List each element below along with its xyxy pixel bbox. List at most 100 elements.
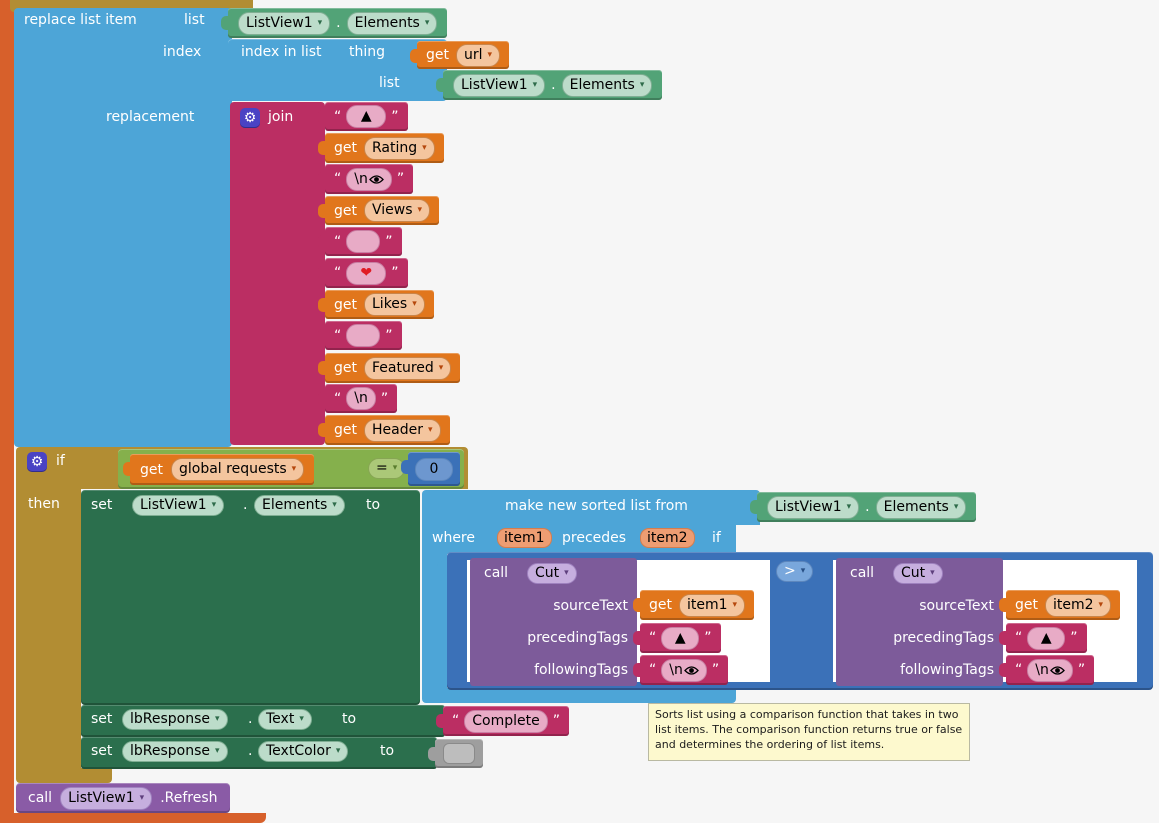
var-dropdown[interactable]: item2 ▾ [1045,593,1112,617]
text-block-triangle-left[interactable]: “ ▲ ” [633,623,721,653]
color-block-gray[interactable] [428,739,483,768]
chevron-down-icon: ▾ [211,500,217,510]
join-block[interactable] [230,102,325,445]
number-zero-block[interactable]: 0 [401,452,460,486]
wrapper-block-left-edge[interactable] [0,0,14,823]
component-dropdown[interactable]: ListView1 ▾ [453,73,546,97]
text-field[interactable]: Complete [464,709,548,733]
property-name: Elements [883,498,949,515]
text-field[interactable]: ▲ [1027,626,1066,650]
property-dropdown[interactable]: Elements ▾ [254,495,345,516]
set-listview-elements-block[interactable] [81,490,420,705]
text-field[interactable]: \n [346,387,376,410]
text-block-heart[interactable]: “ ❤ ” [318,258,408,288]
procedure-dropdown[interactable]: Cut ▾ [527,563,577,584]
component-get-listview-elements-3[interactable]: ListView1 ▾ . Elements ▾ [749,492,977,522]
quote-open: “ [334,108,342,125]
property-name: Text [266,711,295,727]
var-dropdown[interactable]: Header ▾ [364,418,441,442]
property-name: Elements [569,76,635,93]
replace-list-item-block[interactable] [14,8,232,447]
if-mutator-gear-icon[interactable]: ⚙ [27,452,47,472]
text-field[interactable] [346,324,381,347]
quote-open: “ [334,390,342,407]
component-dropdown[interactable]: ListView1 ▾ [132,495,225,516]
text-block-newline-eye-left[interactable]: “ \n ” [632,655,729,685]
text-block-blank-1[interactable]: “ ” [318,227,402,256]
text-block-triangle-right[interactable]: “ ▲ ” [999,623,1087,653]
mutator-gear-icon[interactable]: ⚙ [240,108,260,128]
to-label: to [366,497,381,513]
var-dropdown[interactable]: Likes ▾ [364,293,425,316]
text-block-newline-eye[interactable]: “ \n ” [317,164,414,194]
get-featured-block[interactable]: get Featured ▾ [317,353,461,383]
param-name: item1 [504,529,545,546]
get-global-requests-block[interactable]: get global requests ▾ [122,454,315,485]
text-block-blank-2[interactable]: “ ” [318,321,402,350]
text-field[interactable]: ▲ [661,626,700,650]
var-dropdown[interactable]: Views ▾ [364,199,431,222]
operator-dropdown[interactable]: = ▾ [368,458,406,479]
component-dropdown[interactable]: ListView1 ▾ [60,786,153,810]
index-in-list-block[interactable] [228,39,447,101]
component-get-listview-elements-2[interactable]: ListView1 ▾ . Elements ▾ [435,70,663,100]
text-block-newline[interactable]: “ \n ” [317,384,398,413]
number-field[interactable]: 0 [415,457,453,481]
number-value: 0 [429,460,439,477]
to-label: to [380,743,395,759]
text-field[interactable]: ▲ [346,105,387,128]
get-likes-block[interactable]: get Likes ▾ [318,290,434,319]
call-label: call [28,790,53,806]
comparison-operator-dropdown[interactable]: > ▾ [776,561,814,582]
var-dropdown[interactable]: global requests ▾ [171,458,305,481]
get-views-block[interactable]: get Views ▾ [317,196,440,225]
text-block-triangle[interactable]: “ ▲ ” [318,102,408,131]
component-dropdown[interactable]: lbResponse ▾ [122,741,228,762]
quote-open: “ [334,265,342,281]
get-rating-block[interactable]: get Rating ▾ [318,133,444,163]
chevron-down-icon: ▾ [392,463,398,473]
get-item1-block[interactable]: get item1 ▾ [632,590,755,620]
property-dropdown[interactable]: Text ▾ [258,709,312,730]
wrapper-block-bottom-edge[interactable] [0,813,266,823]
component-name: lbResponse [130,743,211,759]
text-block-complete[interactable]: “ Complete ” [435,706,570,736]
procedure-dropdown[interactable]: Cut ▾ [893,563,943,584]
text-value: ▲ [360,108,372,124]
var-dropdown[interactable]: Rating ▾ [364,136,435,160]
get-url-block[interactable]: get url ▾ [409,41,510,69]
property-dropdown[interactable]: Elements ▾ [875,495,967,519]
component-dropdown[interactable]: lbResponse ▾ [122,709,228,730]
text-field[interactable]: \n [661,658,707,682]
text-field[interactable] [346,230,381,253]
property-dropdown[interactable]: Elements ▾ [346,11,438,35]
text-field[interactable]: \n [1027,658,1073,682]
call-refresh-block[interactable]: call ListView1 ▾ .Refresh [16,783,230,813]
get-header-block[interactable]: get Header ▾ [318,415,450,445]
param-chip-item2[interactable]: item2 [640,528,695,548]
sort-list-block-bottom [422,688,736,703]
property-dropdown[interactable]: Elements ▾ [561,73,653,97]
component-dropdown[interactable]: ListView1 ▾ [238,11,331,35]
get-item2-block[interactable]: get item2 ▾ [998,590,1121,620]
if-block-left-column [16,489,81,770]
var-dropdown[interactable]: item1 ▾ [679,593,746,617]
component-name: ListView1 [775,498,842,515]
text-block-newline-eye-right[interactable]: “ \n ” [998,655,1095,685]
text-field[interactable]: \n [346,167,392,191]
text-field[interactable]: ❤ [346,261,387,285]
var-dropdown[interactable]: url ▾ [456,43,501,67]
component-dropdown[interactable]: ListView1 ▾ [767,495,860,519]
sort-list-block-row1[interactable] [422,490,760,525]
eye-icon [1049,665,1065,675]
property-dropdown[interactable]: TextColor ▾ [258,741,349,762]
var-dropdown[interactable]: Featured ▾ [364,356,452,380]
chevron-down-icon: ▾ [800,566,806,576]
dot-separator: . [248,743,253,759]
param-chip-item1[interactable]: item1 [497,528,552,548]
color-swatch[interactable] [443,743,475,764]
component-get-listview-elements-1[interactable]: ListView1 ▾ . Elements ▾ [220,8,448,38]
text-value [361,325,365,346]
sourcetext-label: sourceText [553,598,628,614]
